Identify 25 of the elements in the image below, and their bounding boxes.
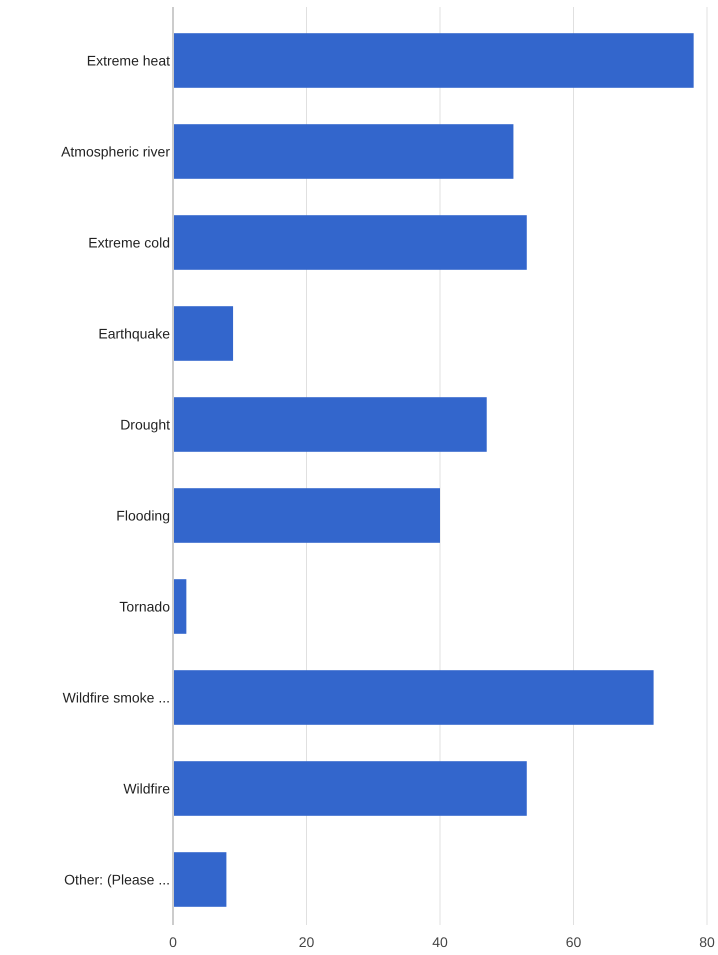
x-tick-label: 60 [566, 934, 582, 950]
bar [173, 579, 186, 634]
y-tick-label: Other: (Please ... [64, 871, 170, 888]
y-tick-label: Tornado [119, 598, 170, 614]
y-tick-label: Drought [120, 416, 170, 432]
y-tick-label: Wildfire smoke ... [62, 689, 170, 706]
bar [173, 670, 654, 725]
x-tick-label: 20 [298, 934, 314, 950]
y-tick-label: Extreme heat [86, 52, 170, 68]
y-tick-label: Wildfire [123, 780, 170, 796]
bar [173, 852, 226, 907]
x-tick-label: 80 [699, 934, 715, 950]
bar [173, 215, 527, 270]
y-tick-label: Earthquake [98, 325, 170, 342]
bar [173, 488, 440, 543]
y-tick-label: Extreme cold [88, 234, 170, 250]
bar [173, 33, 694, 88]
x-tick-label: 40 [432, 934, 448, 950]
bar [173, 306, 234, 361]
bar [173, 397, 487, 452]
y-tick-label: Flooding [116, 507, 170, 524]
bar [173, 124, 514, 179]
x-tick-label: 0 [169, 934, 178, 950]
y-tick-label: Atmospheric river [61, 143, 170, 160]
bar [173, 761, 527, 816]
